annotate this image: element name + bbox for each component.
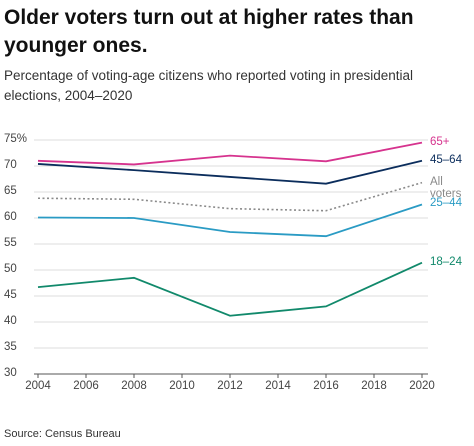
x-tick-label: 2016 [313, 380, 339, 392]
series-label: 18–24 [430, 255, 462, 268]
y-tick-label: 65 [4, 185, 17, 197]
series-label: All voters [430, 175, 462, 200]
y-tick-label: 35 [4, 341, 17, 353]
y-tick-label: 75% [4, 133, 27, 145]
x-tick-label: 2006 [73, 380, 99, 392]
x-tick-label: 2014 [265, 380, 291, 392]
y-tick-label: 50 [4, 263, 17, 275]
y-tick-label: 40 [4, 315, 17, 327]
series-line [37, 181, 423, 212]
y-tick-label: 45 [4, 289, 17, 301]
y-tick-label: 60 [4, 211, 17, 223]
y-tick-label: 55 [4, 237, 17, 249]
series-line [37, 159, 423, 185]
y-tick-label: 70 [4, 159, 17, 171]
series-label: 45–64 [430, 153, 462, 166]
source-note: Source: Census Bureau [4, 428, 121, 440]
chart-title: Older voters turn out at higher rates th… [4, 6, 414, 57]
x-tick-label: 2018 [361, 380, 387, 392]
x-tick-label: 2008 [121, 380, 147, 392]
y-tick-label: 30 [4, 367, 17, 379]
series-label: 25–44 [430, 197, 462, 210]
series-line [37, 203, 423, 238]
series-line [37, 261, 423, 317]
series-label: 65+ [430, 135, 450, 148]
series-line [37, 141, 423, 166]
x-tick-label: 2012 [217, 380, 243, 392]
x-tick-label: 2020 [409, 380, 435, 392]
chart-subtitle: Percentage of voting-age citizens who re… [4, 68, 413, 103]
x-tick-label: 2004 [25, 380, 51, 392]
x-tick-label: 2010 [169, 380, 195, 392]
